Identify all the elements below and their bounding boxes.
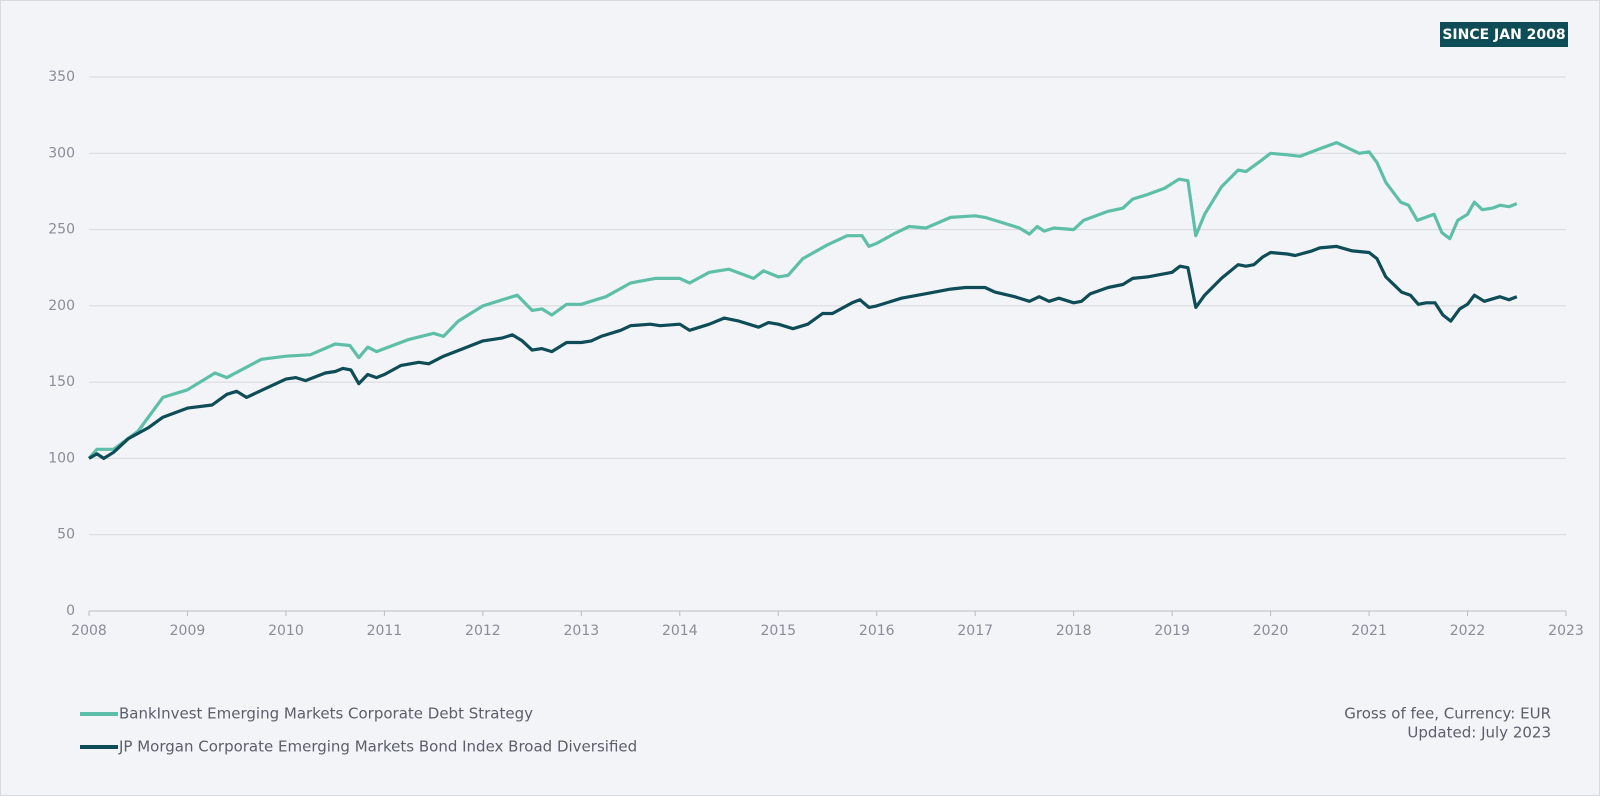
- legend-label: BankInvest Emerging Markets Corporate De…: [119, 705, 533, 723]
- x-tick-label: 2011: [367, 623, 403, 639]
- x-tick-label: 2021: [1351, 623, 1387, 639]
- note: Updated: July 2023: [1407, 724, 1551, 742]
- x-tick-label: 2019: [1154, 623, 1190, 639]
- y-tick-label: 150: [48, 374, 75, 390]
- x-tick-label: 2018: [1056, 623, 1092, 639]
- y-tick-label: 350: [48, 69, 75, 85]
- y-tick-label: 300: [48, 145, 75, 161]
- x-tick-label: 2012: [465, 623, 501, 639]
- y-tick-label: 0: [66, 603, 75, 619]
- y-tick-label: 200: [48, 298, 75, 314]
- x-tick-label: 2017: [957, 623, 993, 639]
- y-tick-label: 250: [48, 222, 75, 238]
- legend-label: JP Morgan Corporate Emerging Markets Bon…: [118, 738, 637, 756]
- y-tick-label: 50: [57, 527, 75, 543]
- x-tick-label: 2016: [859, 623, 895, 639]
- series-line: [88, 244, 1518, 460]
- badge-box: [1440, 22, 1568, 47]
- x-tick-label: 2009: [170, 623, 206, 639]
- note: Gross of fee, Currency: EUR: [1344, 705, 1551, 723]
- x-tick-label: 2008: [71, 623, 107, 639]
- x-tick-label: 2014: [662, 623, 698, 639]
- x-tick-label: 2023: [1548, 623, 1584, 639]
- x-tick-label: 2013: [564, 623, 600, 639]
- badge: SINCE JAN 2008: [1442, 27, 1565, 43]
- y-tick-label: 100: [48, 450, 75, 466]
- x-tick-label: 2015: [760, 623, 796, 639]
- x-tick-label: 2010: [268, 623, 304, 639]
- x-tick-label: 2020: [1253, 623, 1289, 639]
- x-tick-label: 2022: [1450, 623, 1486, 639]
- series-line: [87, 141, 1518, 460]
